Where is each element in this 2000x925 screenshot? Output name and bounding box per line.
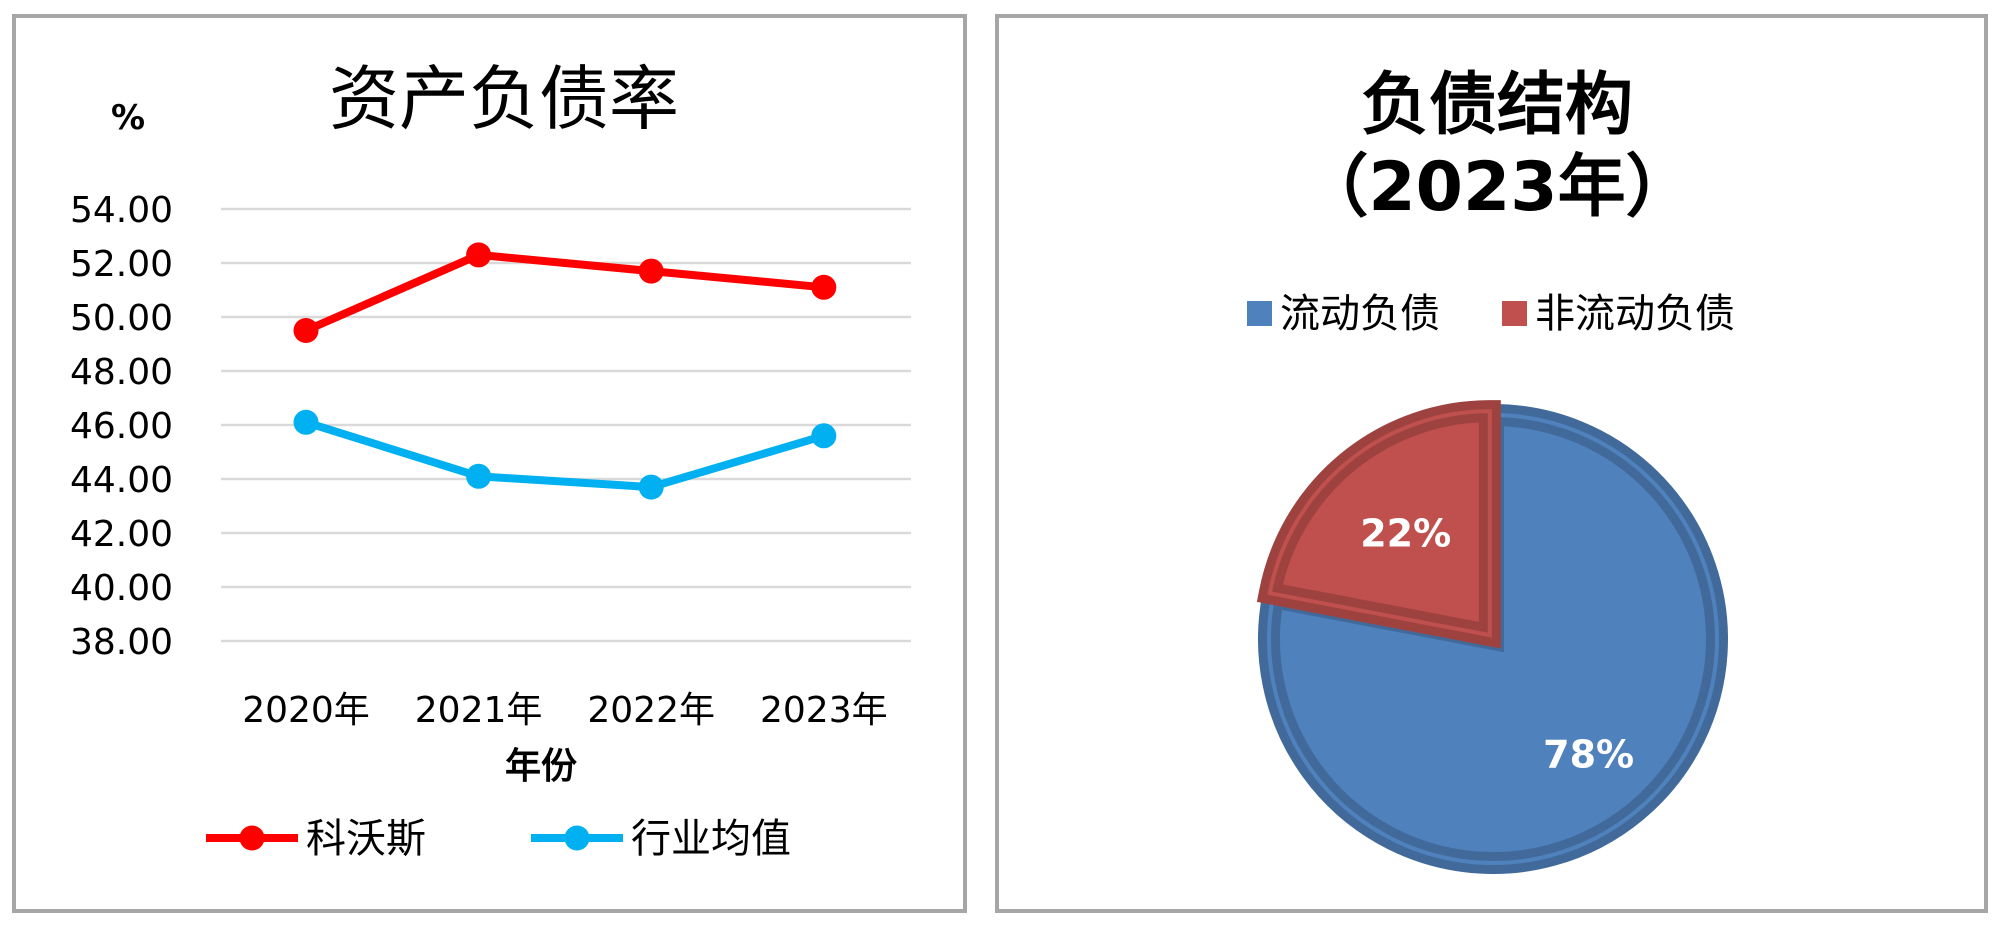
legend-swatch	[1247, 301, 1272, 326]
data-point	[638, 258, 664, 284]
pie-legend-entry: 流动负债	[1247, 291, 1440, 337]
y-tick-label: 50.00	[70, 298, 173, 339]
data-point	[466, 463, 492, 489]
data-point	[466, 242, 492, 268]
y-unit-label: %	[111, 98, 145, 138]
line-chart-title: 资产负债率	[329, 58, 679, 140]
series-2	[293, 409, 837, 500]
line-chart: 资产负债率 % 38.00 40.00 42.00 44.00 46.00 48.00 50…	[70, 58, 911, 862]
data-point	[638, 474, 664, 500]
data-point	[293, 318, 319, 343]
y-tick-label: 44.00	[70, 460, 173, 501]
x-axis-title: 年份	[505, 746, 577, 787]
legend-entry: 科沃斯	[206, 816, 426, 862]
y-tick-label: 38.00	[70, 622, 173, 663]
y-tick-label: 54.00	[70, 190, 173, 231]
pie-chart-panel: 负债结构 （2023年） 流动负债 非流动负债 78% 22%	[995, 14, 1988, 913]
y-tick-label: 52.00	[70, 244, 173, 285]
pie-slice-edge	[1267, 409, 1492, 638]
series-lines	[293, 242, 837, 500]
legend-entry: 行业均值	[531, 816, 791, 862]
y-tick-labels: 38.00 40.00 42.00 44.00 46.00 48.00 50.00 52.00…	[70, 190, 173, 663]
pie-slice-edge	[1267, 412, 1719, 865]
legend-label: 流动负债	[1280, 291, 1440, 337]
pie-slices: 78% 22%	[1256, 400, 1728, 874]
slice-label: 78%	[1543, 733, 1634, 777]
legend-label: 科沃斯	[306, 816, 426, 862]
y-tick-label: 48.00	[70, 352, 173, 393]
pie-slice-group: 22%	[1256, 400, 1501, 649]
series-1	[293, 242, 837, 343]
legend-marker	[564, 825, 590, 851]
legend-swatch	[1502, 301, 1527, 326]
data-point	[293, 409, 319, 435]
legend-label: 非流动负债	[1535, 291, 1735, 337]
x-tick-label: 2020年	[242, 690, 370, 731]
slice-label: 22%	[1360, 511, 1451, 555]
y-tick-label: 46.00	[70, 406, 173, 447]
x-tick-label: 2021年	[415, 690, 543, 731]
x-tick-label: 2022年	[587, 690, 715, 731]
pie-title-line1: 负债结构	[1361, 66, 1633, 145]
data-point	[811, 274, 837, 300]
legend-marker	[239, 825, 265, 851]
pie-chart: 负债结构 （2023年） 流动负债 非流动负债 78% 22%	[1247, 66, 1735, 874]
y-tick-label: 40.00	[70, 568, 173, 609]
y-tick-label: 42.00	[70, 514, 173, 555]
data-point	[811, 423, 837, 449]
pie-title-line2: （2023年）	[1300, 148, 1693, 227]
series-line	[302, 418, 828, 492]
x-tick-labels: 2020年 2021年 2022年 2023年	[242, 690, 887, 731]
series-line	[302, 250, 828, 335]
line-chart-panel: 资产负债率 % 38.00 40.00 42.00 44.00 46.00 48.00 50…	[12, 14, 967, 913]
legend-label: 行业均值	[631, 816, 791, 862]
pie-legend: 流动负债 非流动负债	[1247, 291, 1735, 337]
x-tick-label: 2023年	[760, 690, 888, 731]
pie-legend-entry: 非流动负债	[1502, 291, 1735, 337]
line-legend: 科沃斯 行业均值	[206, 816, 791, 862]
